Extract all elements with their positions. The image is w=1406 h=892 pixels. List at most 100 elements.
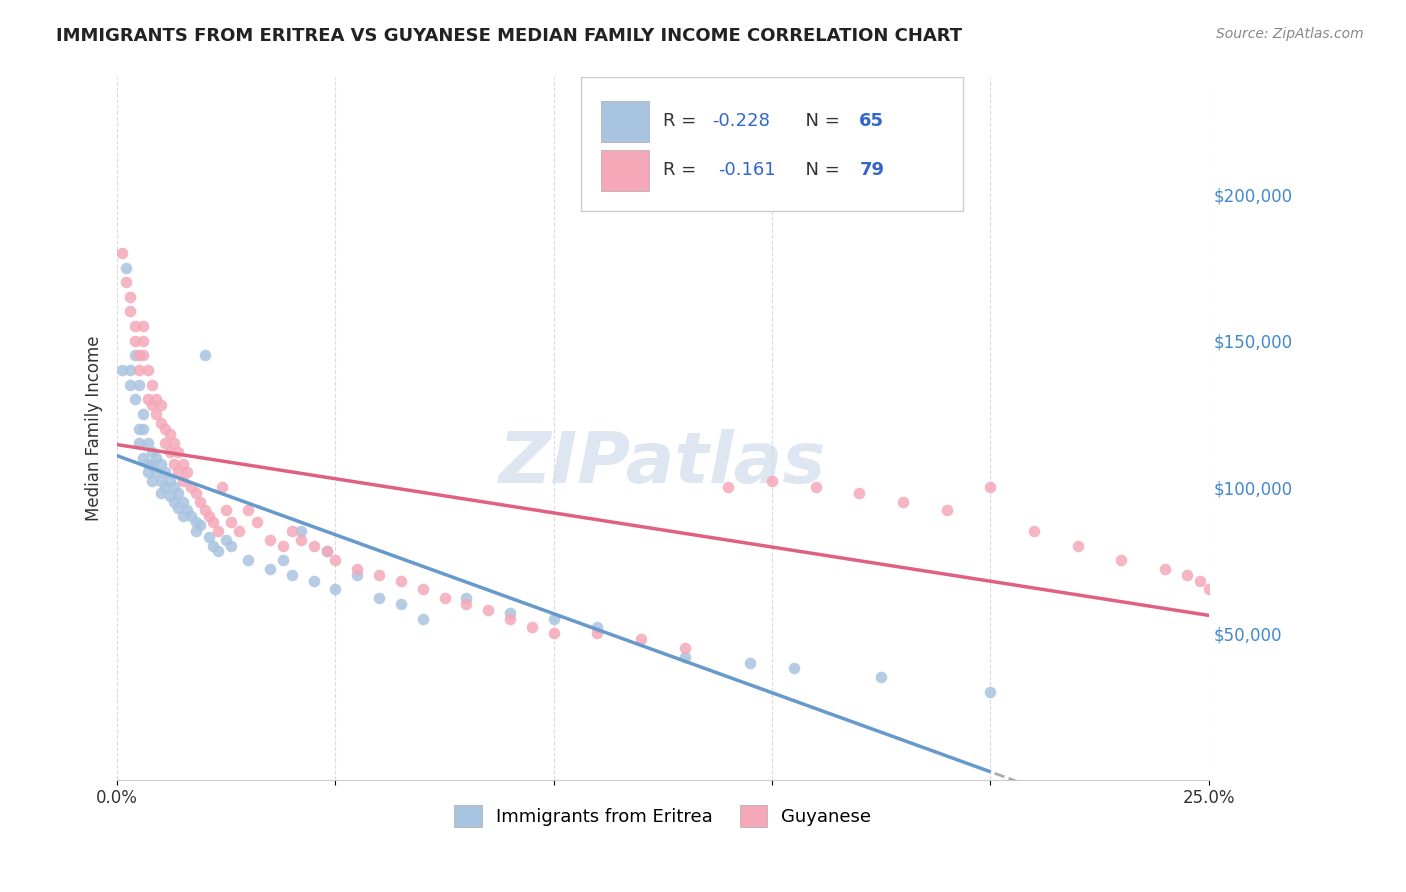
Point [149, 486, 172, 500]
Point [132, 348, 155, 362]
Point [891, 494, 914, 508]
Point [193, 503, 215, 517]
Point [172, 457, 194, 471]
Point [167, 500, 190, 515]
Point [325, 553, 347, 567]
Text: 65: 65 [859, 112, 884, 130]
Point [290, 524, 312, 538]
Point [302, 574, 325, 588]
Point [155, 421, 177, 435]
Point [149, 474, 172, 488]
Point [281, 524, 304, 538]
Point [433, 591, 456, 606]
Point [163, 457, 186, 471]
Point [198, 509, 221, 524]
Point [202, 539, 225, 553]
Point [259, 562, 281, 576]
Point [259, 533, 281, 547]
Point [155, 436, 177, 450]
Point [159, 489, 181, 503]
Point [586, 620, 609, 634]
Text: 79: 79 [859, 161, 884, 179]
Point [236, 553, 259, 567]
Point [145, 407, 167, 421]
Point [281, 567, 304, 582]
Point [128, 348, 150, 362]
Point [1188, 574, 1211, 588]
Point [346, 567, 368, 582]
Point [1219, 612, 1241, 626]
Point [176, 503, 198, 517]
Point [412, 612, 434, 626]
Point [136, 457, 159, 471]
Point [477, 603, 499, 617]
Point [124, 392, 146, 407]
Point [155, 480, 177, 494]
Point [136, 363, 159, 377]
Point [141, 474, 163, 488]
Point [141, 457, 163, 471]
Point [188, 518, 211, 533]
Point [159, 427, 181, 442]
Point [630, 632, 652, 647]
Point [979, 480, 1001, 494]
Text: -0.161: -0.161 [718, 161, 776, 179]
Point [228, 524, 250, 538]
Point [215, 533, 238, 547]
Point [543, 626, 565, 640]
Point [159, 474, 181, 488]
Point [180, 509, 202, 524]
Text: R =: R = [662, 161, 707, 179]
Point [180, 480, 202, 494]
Point [176, 466, 198, 480]
Point [302, 539, 325, 553]
Point [145, 466, 167, 480]
Point [128, 436, 150, 450]
Point [120, 290, 142, 304]
Point [149, 416, 172, 430]
Point [804, 480, 827, 494]
Point [110, 246, 132, 260]
Point [136, 392, 159, 407]
Point [149, 398, 172, 412]
Point [586, 626, 609, 640]
Point [935, 503, 957, 517]
Point [315, 544, 337, 558]
Point [149, 457, 172, 471]
Text: IMMIGRANTS FROM ERITREA VS GUYANESE MEDIAN FAMILY INCOME CORRELATION CHART: IMMIGRANTS FROM ERITREA VS GUYANESE MEDI… [56, 27, 962, 45]
Point [132, 450, 155, 465]
Point [246, 515, 269, 529]
Point [184, 515, 207, 529]
Point [132, 407, 155, 421]
Point [136, 466, 159, 480]
Point [163, 436, 186, 450]
Point [499, 606, 522, 620]
Point [141, 445, 163, 459]
Text: Source: ZipAtlas.com: Source: ZipAtlas.com [1216, 27, 1364, 41]
Point [717, 480, 740, 494]
Point [167, 486, 190, 500]
Point [325, 582, 347, 597]
Point [128, 421, 150, 435]
Point [211, 480, 233, 494]
FancyBboxPatch shape [600, 150, 648, 191]
Point [346, 562, 368, 576]
Point [145, 392, 167, 407]
Point [368, 591, 391, 606]
Point [115, 260, 138, 275]
Text: -0.228: -0.228 [711, 112, 770, 130]
Text: R =: R = [662, 112, 702, 130]
Point [120, 363, 142, 377]
Point [499, 612, 522, 626]
Point [115, 275, 138, 289]
Point [163, 494, 186, 508]
Legend: Immigrants from Eritrea, Guyanese: Immigrants from Eritrea, Guyanese [447, 797, 879, 834]
Point [761, 474, 783, 488]
Text: ZIPatlas: ZIPatlas [499, 429, 827, 498]
Point [172, 474, 194, 488]
Point [412, 582, 434, 597]
Point [193, 348, 215, 362]
Point [1198, 582, 1220, 597]
Point [120, 377, 142, 392]
Point [163, 480, 186, 494]
